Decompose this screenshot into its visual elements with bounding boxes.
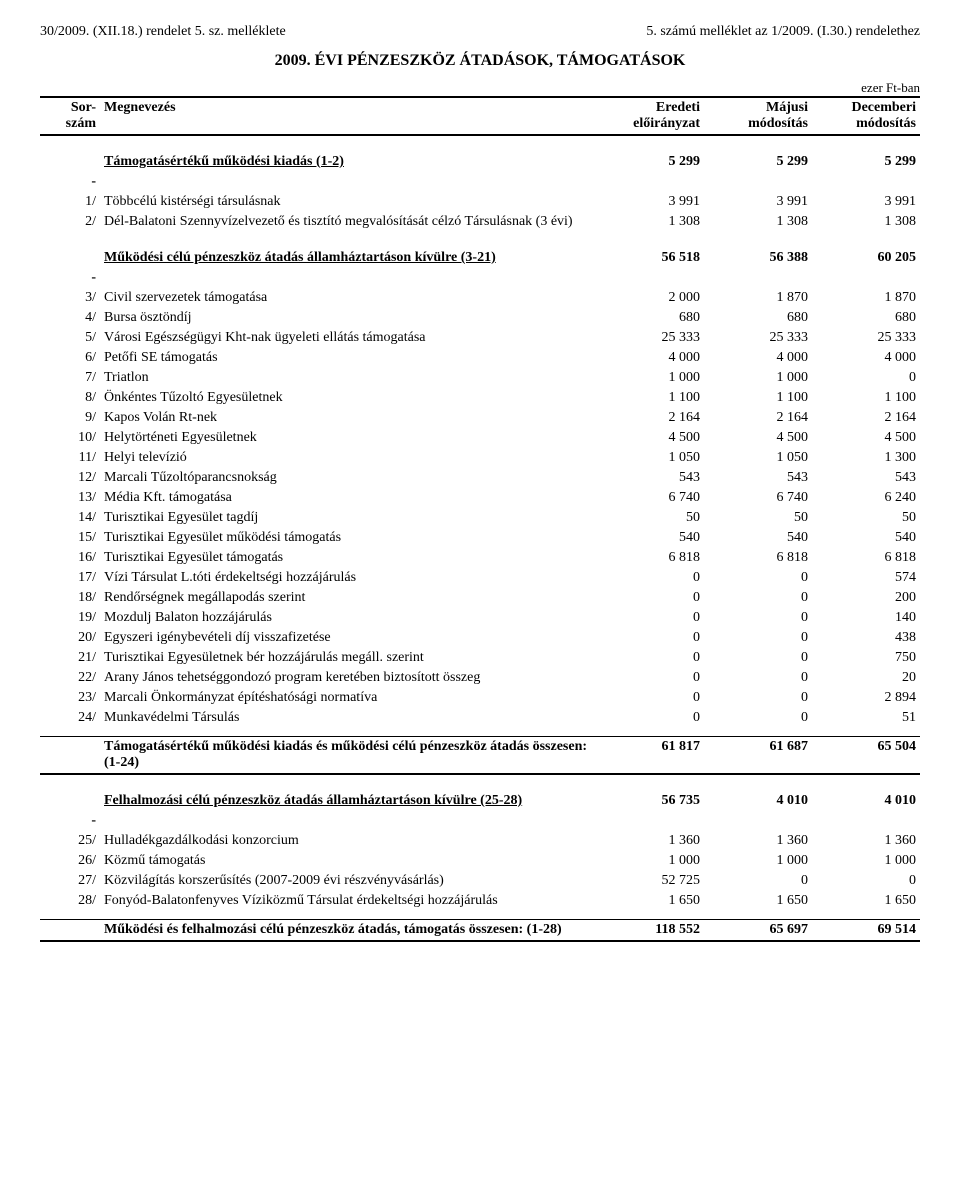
table-row: 23/Marcali Önkormányzat építéshatósági n…: [40, 688, 920, 708]
table-row: 12/Marcali Tűzoltóparancsnokság543543543: [40, 468, 920, 488]
table-row: 21/Turisztikai Egyesületnek bér hozzájár…: [40, 648, 920, 668]
col-eredeti: Eredetielőirányzat: [596, 97, 704, 135]
table-row: 9/Kapos Volán Rt-nek2 1642 1642 164: [40, 408, 920, 428]
col-decemberi: Decemberimódosítás: [812, 97, 920, 135]
table-row: 19/Mozdulj Balaton hozzájárulás00140: [40, 608, 920, 628]
table-row: 28/Fonyód-Balatonfenyves Víziközmű Társu…: [40, 891, 920, 911]
table-row: 1/Többcélú kistérségi társulásnak3 9913 …: [40, 192, 920, 212]
table-row: 20/Egyszeri igénybevételi díj visszafize…: [40, 628, 920, 648]
col-sor: Sor-szám: [40, 97, 100, 135]
table-row: 18/Rendőrségnek megállapodás szerint0020…: [40, 588, 920, 608]
table-row: 7/Triatlon1 0001 0000: [40, 368, 920, 388]
col-majusi: Májusimódosítás: [704, 97, 812, 135]
section3-header: Felhalmozási célú pénzeszköz átadás álla…: [40, 791, 920, 811]
page-title: 2009. ÉVI PÉNZESZKÖZ ÁTADÁSOK, TÁMOGATÁS…: [40, 52, 920, 70]
table-row: 14/Turisztikai Egyesület tagdíj505050: [40, 508, 920, 528]
table-row: 13/Média Kft. támogatása6 7406 7406 240: [40, 488, 920, 508]
main-table: Sor-szám Megnevezés Eredetielőirányzat M…: [40, 96, 920, 942]
total-row: Működési és felhalmozási célú pénzeszköz…: [40, 920, 920, 942]
table-row: 15/Turisztikai Egyesület működési támoga…: [40, 528, 920, 548]
subtotal1-row: Támogatásértékű működési kiadás és működ…: [40, 737, 920, 775]
table-row: 24/Munkavédelmi Társulás0051: [40, 708, 920, 728]
section1-header: Támogatásértékű működési kiadás (1-2) 5 …: [40, 152, 920, 172]
table-row: 17/Vízi Társulat L.tóti érdekeltségi hoz…: [40, 568, 920, 588]
table-row: 11/Helyi televízió1 0501 0501 300: [40, 448, 920, 468]
table-row: 2/Dél-Balatoni Szennyvízelvezető és tisz…: [40, 212, 920, 232]
section2-header: Működési célú pénzeszköz átadás államház…: [40, 248, 920, 268]
col-name: Megnevezés: [100, 97, 596, 135]
unit-label: ezer Ft-ban: [40, 80, 920, 96]
table-row: 4/Bursa ösztöndíj680680680: [40, 308, 920, 328]
table-row: 3/Civil szervezetek támogatása2 0001 870…: [40, 288, 920, 308]
table-row: 6/Petőfi SE támogatás4 0004 0004 000: [40, 348, 920, 368]
header-right: 5. számú melléklet az 1/2009. (I.30.) re…: [646, 24, 920, 40]
table-row: 16/Turisztikai Egyesület támogatás6 8186…: [40, 548, 920, 568]
table-row: 5/Városi Egészségügyi Kht-nak ügyeleti e…: [40, 328, 920, 348]
header-left: 30/2009. (XII.18.) rendelet 5. sz. mellé…: [40, 24, 286, 40]
table-row: 10/Helytörténeti Egyesületnek4 5004 5004…: [40, 428, 920, 448]
table-row: 22/Arany János tehetséggondozó program k…: [40, 668, 920, 688]
table-row: 8/Önkéntes Tűzoltó Egyesületnek1 1001 10…: [40, 388, 920, 408]
table-row: 25/Hulladékgazdálkodási konzorcium1 3601…: [40, 831, 920, 851]
table-row: 27/Közvilágítás korszerűsítés (2007-2009…: [40, 871, 920, 891]
table-row: 26/Közmű támogatás1 0001 0001 000: [40, 851, 920, 871]
